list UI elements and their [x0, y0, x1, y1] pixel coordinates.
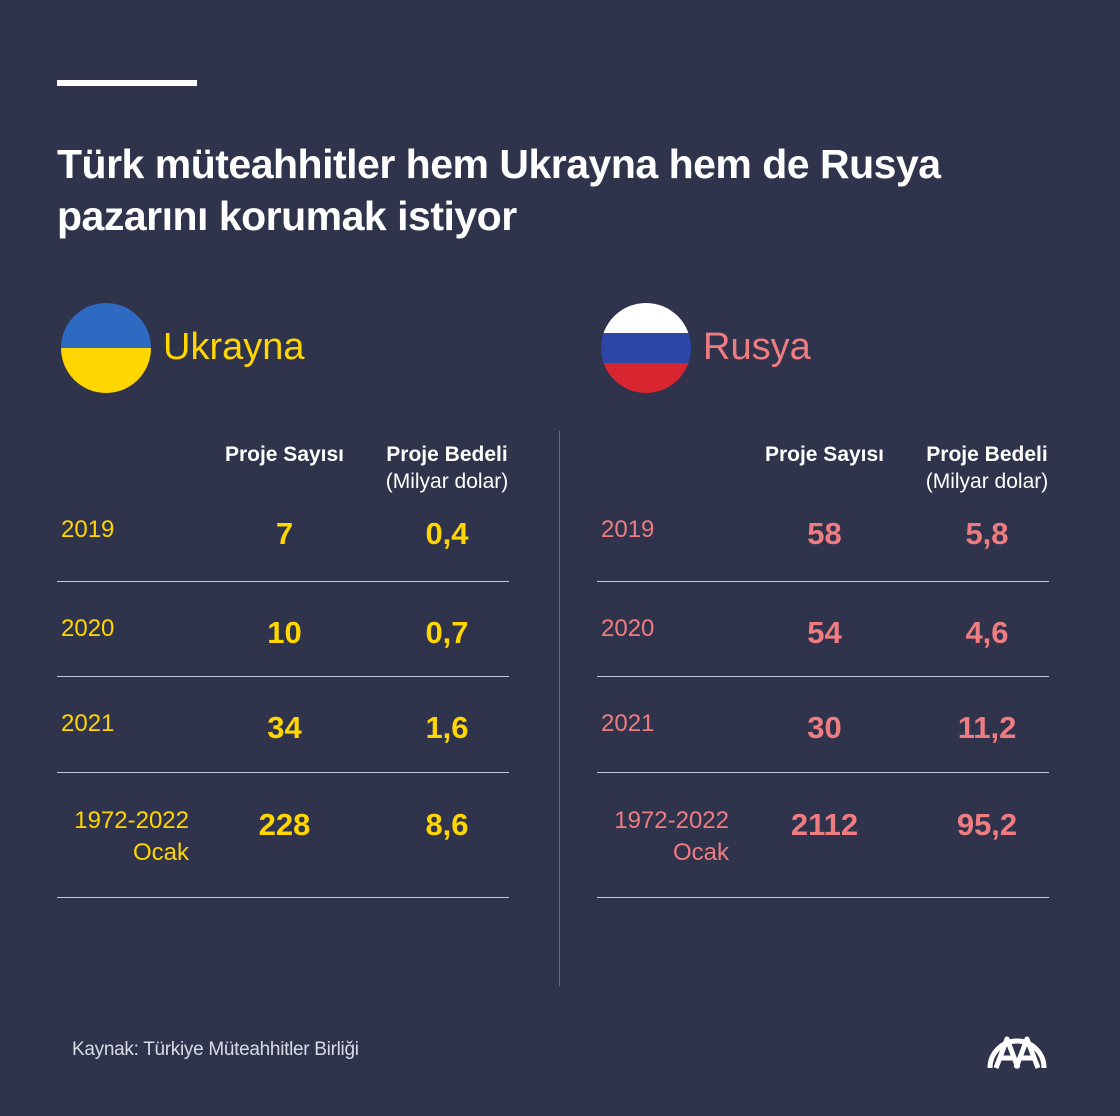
project-value: 0,7	[425, 615, 469, 650]
project-count: 7	[275, 516, 294, 551]
project-value: 4,6	[965, 615, 1009, 650]
row-divider	[597, 897, 1049, 898]
ukraine-col-projects: Proje Sayısı	[207, 441, 362, 468]
project-count: 34	[267, 710, 302, 745]
year-label: 2019	[601, 516, 655, 543]
project-count: 10	[267, 615, 302, 650]
aa-logo-icon	[987, 1036, 1047, 1069]
row-divider	[597, 772, 1049, 773]
row-divider	[57, 772, 509, 773]
source-note: Kaynak: Türkiye Müteahhitler Birliği	[72, 1039, 359, 1060]
ukraine-flag-icon	[61, 303, 151, 393]
page-title: Türk müteahhitler hem Ukrayna hem de Rus…	[57, 138, 1057, 242]
ukraine-col-value: Proje Bedeli (Milyar dolar)	[372, 441, 522, 495]
project-value: 5,8	[965, 516, 1009, 551]
russia-panel: Rusya Proje Sayısı Proje Bedeli (Milyar …	[597, 300, 1057, 920]
russia-col-projects: Proje Sayısı	[747, 441, 902, 468]
ukraine-title: Ukrayna	[163, 326, 305, 368]
year-month: Ocak	[132, 839, 189, 866]
project-value: 1,6	[425, 710, 469, 745]
russia-title: Rusya	[703, 326, 811, 368]
title-line-2: pazarını korumak istiyor	[57, 193, 517, 239]
year-label: 2021	[601, 710, 655, 737]
project-value: 95,2	[956, 807, 1018, 842]
russia-flag-icon	[601, 303, 691, 393]
ukraine-col-value-unit: (Milyar dolar)	[385, 470, 509, 493]
russia-col-value: Proje Bedeli (Milyar dolar)	[912, 441, 1062, 495]
year-label: 1972-2022 Ocak	[61, 805, 189, 869]
accent-bar	[57, 80, 197, 86]
ukraine-col-projects-label: Proje Sayısı	[224, 443, 345, 466]
project-count: 228	[258, 807, 311, 842]
row-divider	[57, 897, 509, 898]
year-month: Ocak	[672, 839, 729, 866]
row-divider	[597, 676, 1049, 677]
row-divider	[57, 676, 509, 677]
row-divider	[57, 581, 509, 582]
year-label: 2021	[61, 710, 115, 737]
project-value: 8,6	[425, 807, 469, 842]
project-count: 2112	[790, 807, 859, 842]
project-value: 0,4	[425, 516, 469, 551]
vertical-divider	[559, 431, 560, 986]
russia-col-value-unit: (Milyar dolar)	[925, 470, 1049, 493]
year-label: 2020	[61, 615, 115, 642]
russia-col-value-label: Proje Bedeli	[926, 443, 1048, 466]
project-value: 11,2	[957, 710, 1017, 745]
ukraine-col-value-label: Proje Bedeli	[386, 443, 508, 466]
year-label: 2020	[601, 615, 655, 642]
project-count: 54	[807, 615, 842, 650]
russia-col-projects-label: Proje Sayısı	[764, 443, 885, 466]
year-range: 1972-2022	[614, 807, 729, 834]
year-label: 2019	[61, 516, 115, 543]
project-count: 30	[807, 710, 842, 745]
title-line-1: Türk müteahhitler hem Ukrayna hem de Rus…	[57, 141, 941, 187]
project-count: 58	[807, 516, 842, 551]
row-divider	[597, 581, 1049, 582]
ukraine-panel: Ukrayna Proje Sayısı Proje Bedeli (Milya…	[57, 300, 517, 920]
year-label: 1972-2022 Ocak	[601, 805, 729, 869]
year-range: 1972-2022	[74, 807, 189, 834]
